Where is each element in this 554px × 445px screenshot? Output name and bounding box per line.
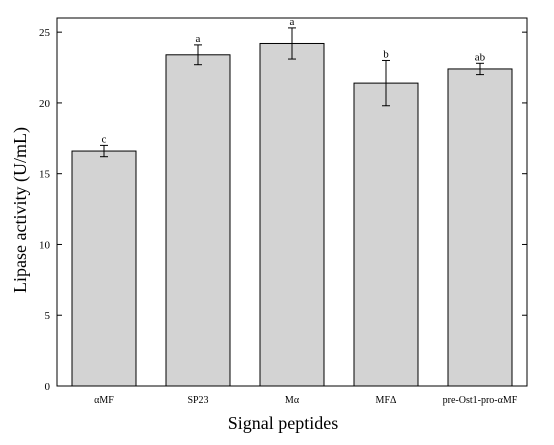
y-tick-label: 5 — [45, 310, 51, 322]
bar — [165, 54, 231, 387]
y-tick-label: 0 — [45, 381, 51, 393]
significance-label: b — [383, 48, 389, 60]
bar — [447, 68, 513, 387]
x-axis-title: Signal peptides — [228, 413, 339, 433]
x-tick-label: αMF — [94, 395, 114, 406]
bar — [259, 42, 325, 387]
significance-label: ab — [475, 51, 486, 63]
plot-area: 0 5 10 15 20 25 c αMF a SP23 a Mα b MFΔ ab pre-Ost1-pro… — [39, 16, 528, 406]
x-tick-label: SP23 — [187, 395, 208, 406]
significance-label: c — [102, 133, 107, 145]
y-tick-label: 20 — [39, 98, 51, 110]
x-tick-label: pre-Ost1-pro-αMF — [443, 395, 518, 406]
y-tick-label: 15 — [39, 169, 51, 181]
significance-label: a — [290, 16, 295, 28]
x-tick-label: MFΔ — [376, 395, 397, 406]
y-tick-label: 25 — [39, 27, 51, 39]
bar — [353, 82, 419, 387]
bar — [71, 150, 137, 387]
y-axis-title: Lipase activity (U/mL) — [10, 127, 31, 293]
x-tick-label: Mα — [285, 395, 300, 406]
y-tick-label: 10 — [39, 239, 51, 251]
significance-label: a — [196, 33, 201, 45]
